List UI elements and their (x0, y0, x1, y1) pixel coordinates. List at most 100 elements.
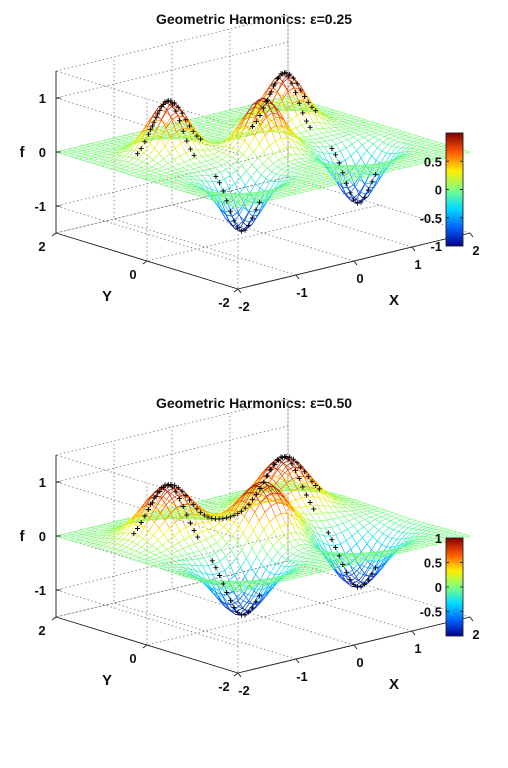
mesh-line (241, 199, 247, 202)
mesh-line (320, 137, 326, 142)
mesh-line (357, 137, 364, 141)
mesh-line (234, 129, 240, 137)
mesh-line (222, 196, 227, 199)
mesh-line (83, 543, 88, 546)
mesh-line (189, 119, 195, 122)
mesh-line (258, 143, 265, 152)
mesh-line (260, 191, 267, 194)
mesh-line (191, 172, 197, 177)
mesh-line (105, 526, 112, 529)
mesh-line (262, 500, 269, 503)
mesh-line (92, 546, 97, 549)
sample-marker (303, 118, 309, 124)
mesh-line (118, 532, 125, 540)
mesh-line (260, 113, 266, 122)
mesh-line (273, 196, 279, 199)
sample-marker (253, 207, 259, 213)
mesh-line (109, 155, 116, 159)
mesh-line (110, 548, 117, 553)
mesh-line (356, 116, 361, 119)
mesh-line (141, 136, 147, 142)
mesh-line (360, 118, 366, 121)
mesh-line (173, 178, 179, 181)
mesh-line (308, 188, 314, 191)
mesh-line (278, 111, 285, 120)
mesh-line (79, 144, 86, 147)
mesh-line (365, 155, 372, 166)
mesh-line (301, 190, 308, 193)
mesh-line (177, 133, 184, 136)
mesh-line (84, 527, 91, 530)
mesh-line (89, 528, 96, 531)
mesh-line (97, 151, 102, 154)
mesh-line (161, 124, 167, 132)
mesh-line (424, 137, 430, 140)
mesh-line (395, 165, 402, 168)
mesh-line (101, 152, 107, 155)
mesh-line (242, 195, 249, 198)
mesh-line (224, 513, 230, 516)
mesh-line (81, 153, 86, 156)
mesh-line (322, 168, 328, 171)
mesh-line (108, 522, 113, 525)
mesh-line (64, 154, 70, 157)
mesh-line (369, 167, 376, 170)
mesh-line (170, 126, 176, 129)
mesh-line (156, 168, 162, 172)
mesh-line (213, 193, 220, 195)
mesh-line (360, 130, 366, 134)
mesh-line (251, 157, 259, 165)
mesh-line (223, 193, 230, 195)
mesh-line (312, 145, 319, 148)
mesh-line (208, 175, 214, 183)
mesh-line (84, 157, 90, 160)
mesh-line (96, 535, 103, 538)
mesh-line (291, 192, 297, 195)
mesh-line (129, 524, 136, 534)
mesh-line (177, 504, 183, 509)
mesh-line (161, 109, 168, 120)
mesh-line (293, 466, 299, 477)
mesh-line (269, 494, 276, 500)
mesh-line (113, 520, 120, 523)
mesh-line (208, 521, 214, 528)
mesh-line (206, 126, 213, 129)
mesh-line (336, 137, 342, 143)
mesh-line (420, 144, 427, 148)
mesh-line (221, 202, 227, 216)
mesh-line (224, 111, 229, 114)
mesh-line (103, 538, 110, 543)
mesh-line (369, 134, 375, 138)
mesh-line (410, 145, 417, 149)
mesh-line (163, 153, 170, 160)
mesh-line (384, 136, 390, 139)
mesh-line (370, 165, 376, 168)
mesh-line (243, 204, 250, 207)
mesh-line (143, 175, 149, 178)
mesh-line (219, 129, 226, 133)
mesh-line (275, 193, 280, 196)
mesh-line (263, 145, 270, 152)
y-tick-label: 2 (38, 239, 45, 254)
mesh-line (114, 550, 122, 554)
mesh-line (234, 183, 240, 194)
mesh-line (207, 195, 213, 198)
mesh-line (307, 168, 312, 171)
mesh-line (179, 155, 185, 163)
mesh-line (376, 173, 383, 181)
mesh-line (166, 116, 172, 125)
sample-marker (250, 124, 256, 129)
mesh-line (353, 175, 361, 185)
mesh-line (325, 119, 332, 122)
mesh-line (331, 182, 337, 185)
mesh-line (378, 136, 385, 141)
mesh-line (279, 195, 285, 198)
mesh-line (318, 497, 325, 500)
mesh-line (157, 179, 163, 182)
mesh-line (390, 132, 396, 135)
mesh-line (214, 148, 220, 152)
mesh-line (176, 128, 183, 133)
mesh-line (292, 100, 299, 105)
mesh-line (176, 507, 182, 518)
mesh-line (419, 147, 426, 151)
